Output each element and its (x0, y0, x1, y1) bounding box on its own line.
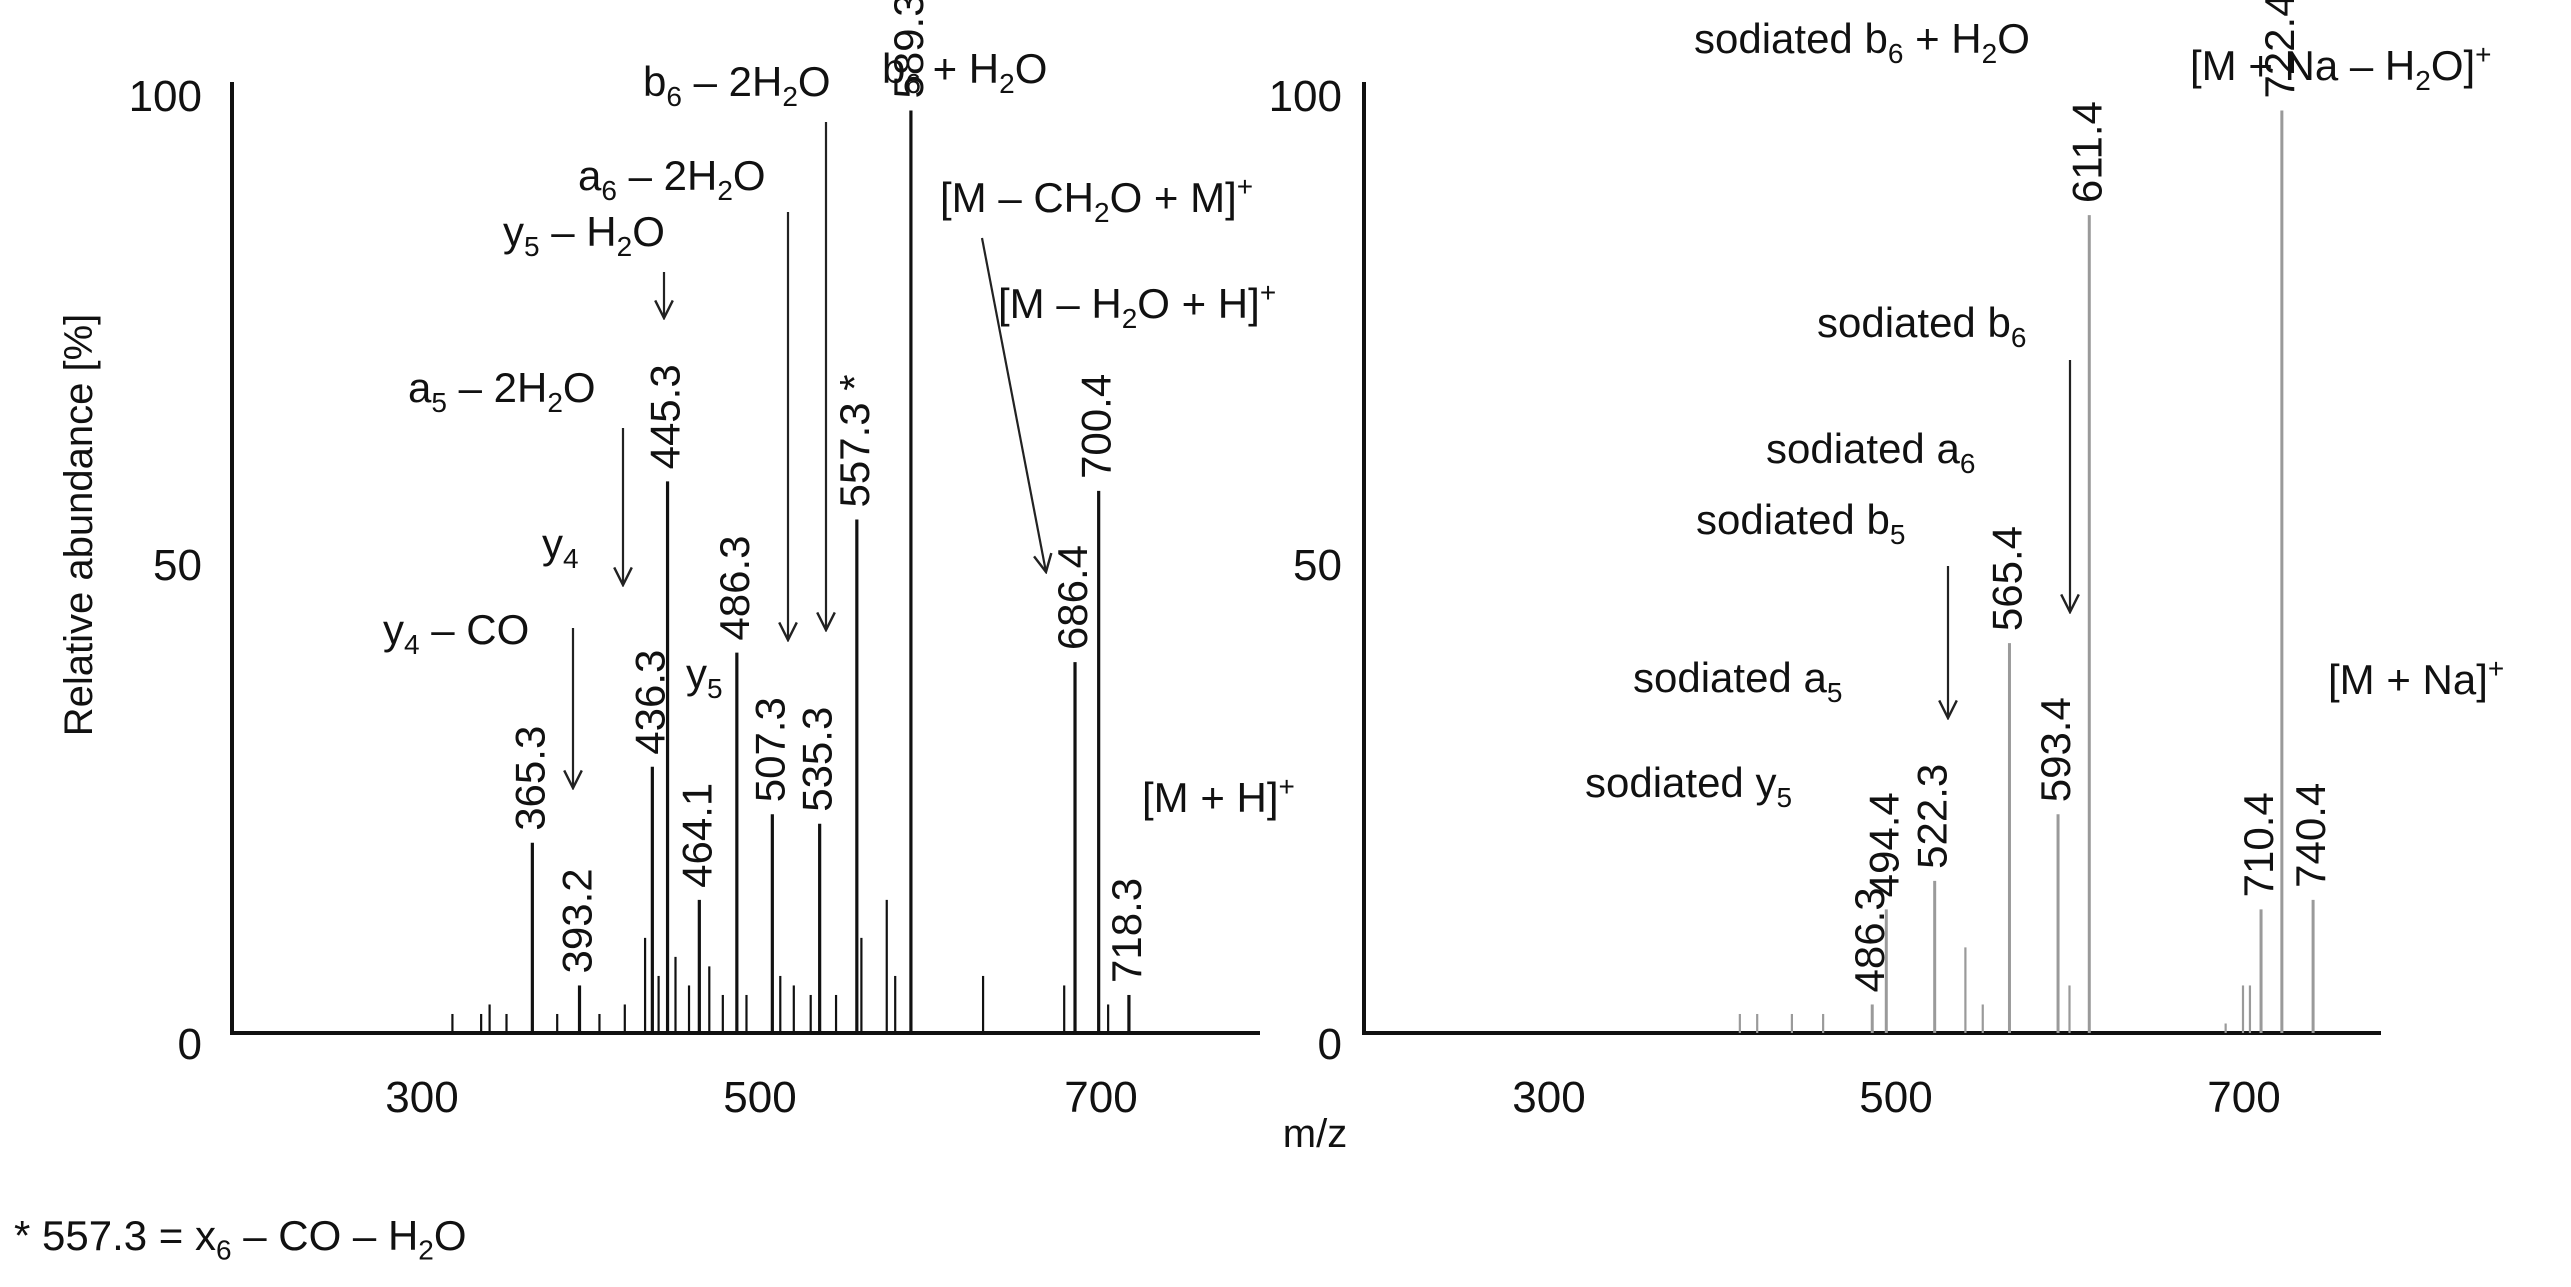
peak-label-464.1: 464.1 (673, 783, 720, 888)
peak-label-445.3: 445.3 (642, 364, 689, 469)
ann-sodiated-a5: sodiated a5 (1633, 654, 1842, 708)
right-xtick-500: 500 (1859, 1073, 1932, 1122)
right-xtick-300: 300 (1512, 1073, 1585, 1122)
footnote: * 557.3 = x6 – CO – H2O (14, 1212, 467, 1266)
peak-label-740.4: 740.4 (2287, 783, 2334, 888)
arrow-m-ch2o-m (980, 237, 1046, 572)
ann-m-na: [M + Na]+ (2328, 653, 2504, 703)
ann-m-h2o-h: [M – H2O + H]+ (998, 277, 1276, 334)
peak-label-686.4: 686.4 (1049, 545, 1096, 650)
peak-label-522.3: 522.3 (1909, 764, 1956, 869)
y-axis-title: Relative abundance [%] (57, 314, 101, 737)
ann-sodiated-b6: sodiated b6 (1817, 299, 2026, 353)
peak-label-494.4: 494.4 (1860, 792, 1907, 897)
ann-sodiated-y5: sodiated y5 (1585, 759, 1792, 813)
ann-sodiated-b6-h2o: sodiated b6 + H2O (1694, 15, 2030, 69)
ann-m-ch2o-m: [M – CH2O + M]+ (940, 171, 1253, 228)
peak-label-535.3: 535.3 (794, 707, 841, 812)
left-xtick-300: 300 (385, 1073, 458, 1122)
left-ytick-0: 0 (178, 1020, 202, 1069)
ann-y5: y5 (686, 650, 723, 704)
right-ytick-50: 50 (1293, 541, 1342, 590)
ann-a5-2h2o: a5 – 2H2O (408, 364, 596, 418)
peak-label-722.4: 722.4 (2256, 0, 2303, 99)
left-ytick-100: 100 (129, 72, 202, 121)
peak-label-710.4: 710.4 (2235, 792, 2282, 897)
peak-label-589.3: 589.3 (885, 0, 932, 99)
right-ytick-0: 0 (1318, 1020, 1342, 1069)
ann-sodiated-b5: sodiated b5 (1696, 496, 1905, 550)
ann-m-na-h2o: [M + Na – H2O]+ (2190, 39, 2492, 96)
left-spectrum: Relative abundance [%] 100 50 0 300 500 … (57, 0, 1295, 1122)
ann-m-h: [M + H]+ (1142, 771, 1295, 821)
peak-label-436.3: 436.3 (626, 650, 673, 755)
peak-label-393.2: 393.2 (554, 868, 601, 973)
peak-label-611.4: 611.4 (2063, 101, 2110, 203)
peak-label-486.3: 486.3 (711, 535, 758, 640)
right-ytick-100: 100 (1269, 72, 1342, 121)
left-ytick-50: 50 (153, 541, 202, 590)
peak-label-565.4: 565.4 (1983, 526, 2030, 631)
ann-y4: y4 (542, 520, 579, 574)
peak-label-507.3: 507.3 (746, 697, 793, 802)
left-xtick-700: 700 (1064, 1073, 1137, 1122)
left-xtick-500: 500 (723, 1073, 796, 1122)
x-axis-title: m/z (1283, 1112, 1347, 1156)
ann-sodiated-a6: sodiated a6 (1766, 425, 1975, 479)
ann-a6-2h2o: a6 – 2H2O (578, 152, 766, 206)
ann-y5-h2o: y5 – H2O (503, 208, 665, 262)
peak-label-557.3: 557.3 * (831, 374, 878, 507)
ann-b6-2h2o: b6 – 2H2O (643, 58, 831, 112)
peak-label-700.4: 700.4 (1073, 374, 1120, 479)
ann-y4-co: y4 – CO (383, 606, 529, 660)
peak-label-593.4: 593.4 (2032, 697, 2079, 802)
peak-label-365.3: 365.3 (506, 726, 553, 831)
right-xtick-700: 700 (2207, 1073, 2280, 1122)
peak-label-718.3: 718.3 (1103, 878, 1150, 983)
